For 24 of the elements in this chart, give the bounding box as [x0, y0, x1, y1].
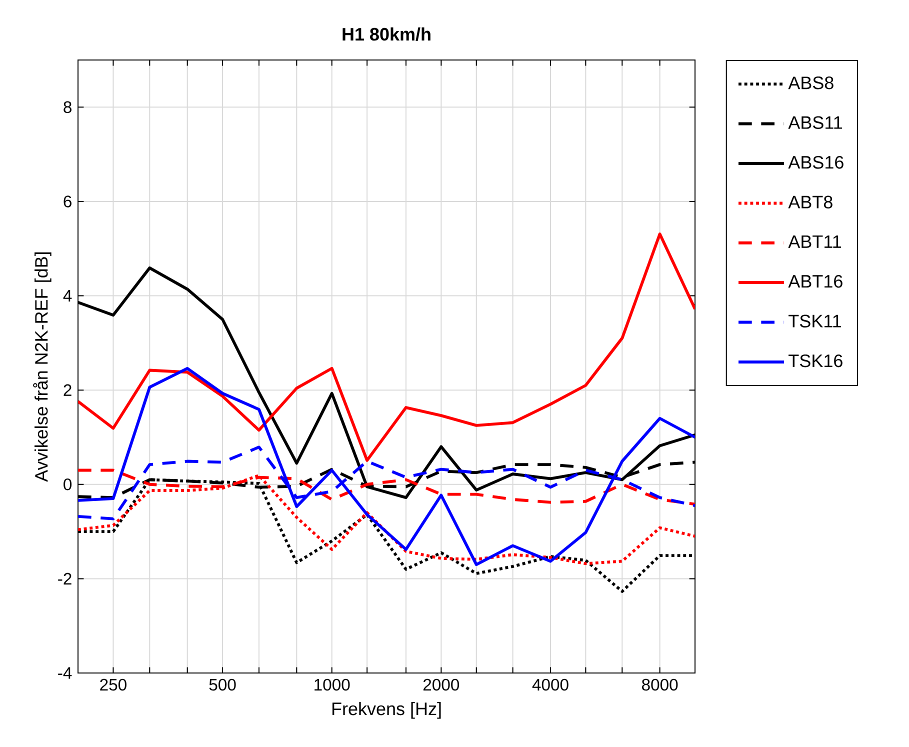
legend-label: TSK11 [788, 314, 841, 328]
x-tick-label: 500 [209, 678, 236, 691]
y-axis-title: Avvikelse från N2K-REF [dB] [33, 252, 52, 482]
legend-label: ABS16 [788, 156, 844, 169]
legend-label: ABT16 [788, 274, 842, 288]
y-tick-label: -4 [58, 667, 72, 679]
legend-label: ABT11 [788, 235, 841, 248]
x-axis-title: Frekvens [Hz] [332, 702, 441, 719]
legend-label: ABS8 [788, 76, 834, 90]
y-tick-label: 8 [64, 101, 72, 114]
legend-label: TSK16 [788, 354, 842, 368]
x-tick-label: 1000 [314, 678, 350, 691]
y-tick-label: 6 [64, 196, 72, 208]
legend-label: ABT8 [788, 196, 832, 208]
y-tick-label: -2 [58, 572, 72, 585]
y-tick-label: 0 [64, 478, 72, 490]
chart-title: H1 80km/h [342, 27, 430, 41]
y-tick-label: 4 [63, 290, 72, 302]
x-tick-label: 8000 [642, 678, 678, 691]
y-tick-label: 2 [64, 384, 72, 396]
x-tick-label: 2000 [423, 678, 460, 691]
x-tick-label: 4000 [532, 678, 568, 691]
x-tick-label: 250 [100, 678, 126, 691]
legend-label: ABS11 [788, 116, 842, 129]
